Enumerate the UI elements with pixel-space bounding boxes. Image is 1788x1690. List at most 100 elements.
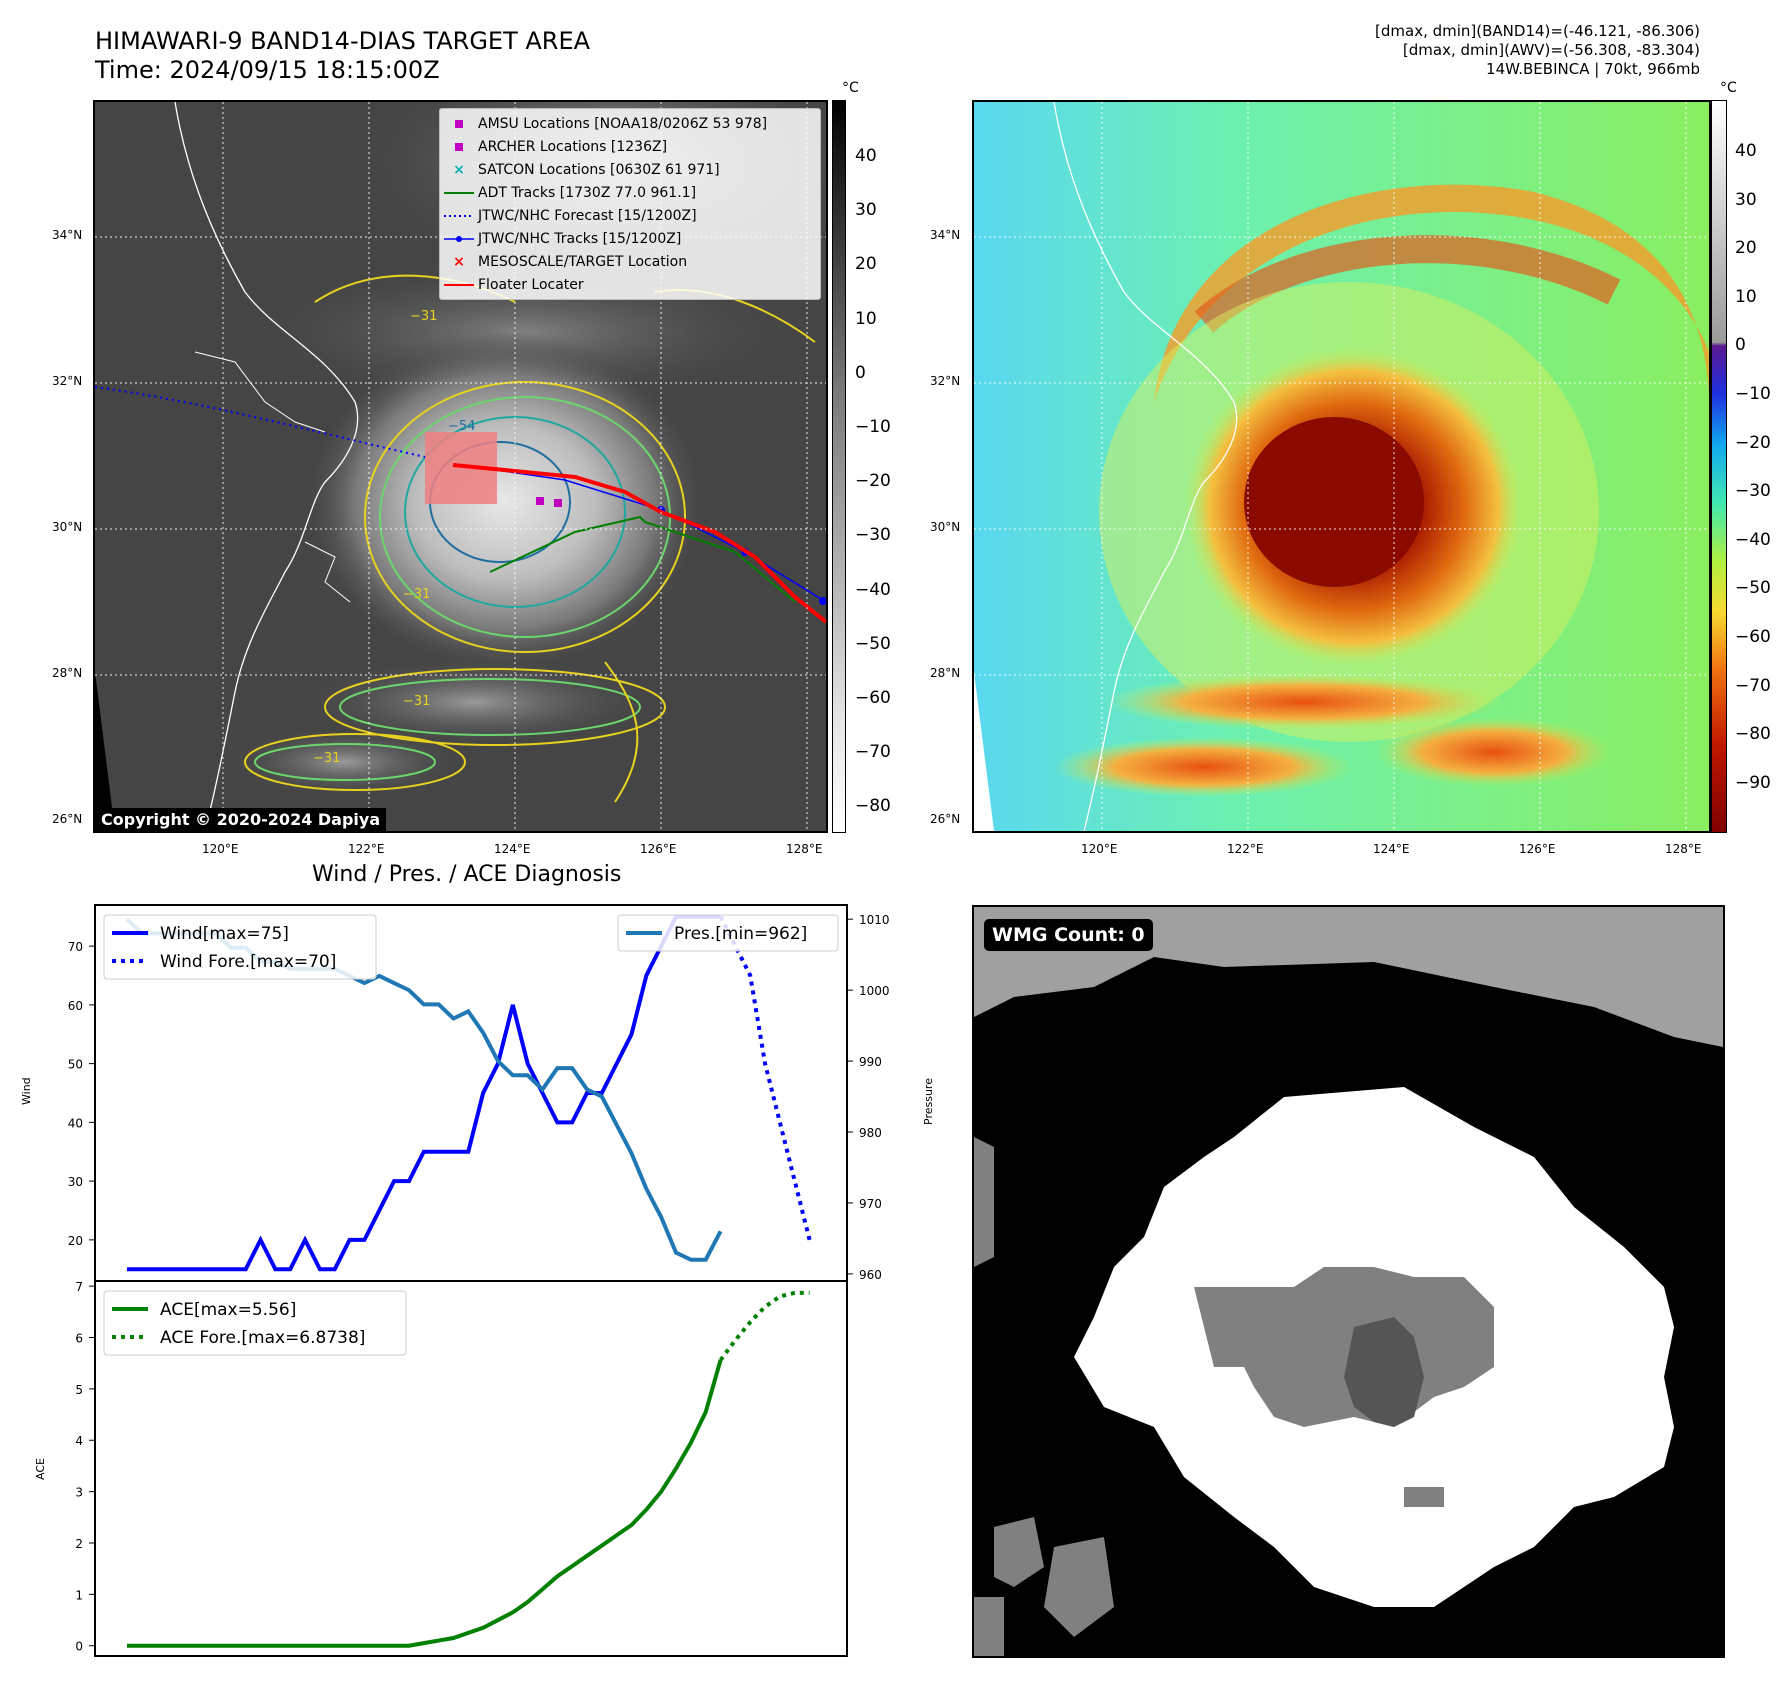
ace-tick-label: 3 [75, 1486, 83, 1500]
colorbar-tick-label: 20 [855, 254, 877, 275]
legend-item-target: × MESOSCALE/TARGET Location [440, 250, 820, 273]
wmg-image [974, 907, 1723, 1656]
pressure-tick-label: 1010 [859, 913, 890, 927]
wind-tick-label: 20 [68, 1234, 83, 1248]
legend-item-jtwc: JTWC/NHC Tracks [15/1200Z] [440, 227, 820, 250]
forecast-track [95, 386, 426, 458]
lon-label: 122°E [348, 842, 385, 856]
legend-item-floater: Floater Locater [440, 273, 820, 296]
lon-label: 128°E [1665, 842, 1702, 856]
color-map-panel [972, 100, 1711, 833]
lat-label: 34°N [52, 228, 83, 242]
stats-line-2: [dmax, dmin](AWV)=(-56.308, -83.304) [1402, 41, 1700, 59]
colorbar-tick-label: −10 [1735, 384, 1771, 404]
ace-legend-box [103, 1290, 407, 1356]
title-line-2: Time: 2024/09/15 18:15:00Z [95, 56, 440, 84]
amsu-marker [536, 497, 544, 505]
ace-tick-label: 6 [75, 1332, 83, 1346]
ir-map-legend: AMSU Locations [NOAA18/0206Z 53 978] ARC… [439, 108, 821, 300]
colorbar-tick-label: 30 [855, 200, 877, 221]
ir-map-panel: −31 −54 −31 −31 −31 AMSU Locations [NOAA… [93, 100, 828, 833]
coastline [1053, 102, 1238, 831]
colorbar-tick-label: −50 [855, 633, 891, 654]
color-gridlines [974, 102, 1709, 831]
stats-header: [dmax, dmin](BAND14)=(-46.121, -86.306) … [1375, 22, 1700, 79]
legend-item-amsu: AMSU Locations [NOAA18/0206Z 53 978] [440, 112, 820, 135]
legend-label: ACE Fore.[max=6.8738] [160, 1328, 365, 1348]
wmg-count-badge: WMG Count: 0 [984, 919, 1153, 951]
colorbar-tick-label: −80 [1735, 724, 1771, 745]
title-line-1: HIMAWARI-9 BAND14-DIAS TARGET AREA [95, 27, 591, 55]
square-marker-icon [455, 119, 463, 128]
colorbar-tick-label: −20 [1735, 432, 1771, 453]
coastline [174, 102, 359, 831]
legend-item-archer: ARCHER Locations [1236Z] [440, 135, 820, 158]
line-dot-icon [444, 235, 474, 242]
wind-tick-label: 50 [68, 1058, 83, 1072]
pressure-tick-label: 960 [859, 1268, 882, 1282]
colorbar-tick-label: −20 [855, 471, 891, 492]
lat-label: 28°N [52, 666, 83, 680]
colorbar-tick-label: 10 [1735, 286, 1757, 307]
colorbar-tick-label: −40 [1735, 529, 1771, 550]
lat-label: 28°N [930, 666, 961, 680]
solid-line-icon [444, 283, 474, 286]
ir-colorbar-unit: °C [842, 80, 859, 96]
pressure-tick-label: 1000 [859, 984, 890, 998]
color-map-image [974, 102, 1709, 831]
lon-label: 124°E [1373, 842, 1410, 856]
wind-legend-box [103, 914, 377, 980]
wind-tick-label: 40 [68, 1116, 83, 1130]
colorbar-tick-label: 10 [855, 308, 877, 329]
colorbar-tick-label: −10 [855, 417, 891, 437]
lon-label: 120°E [202, 842, 239, 856]
solid-line-icon [444, 191, 474, 194]
ace-tick-label: 0 [75, 1640, 83, 1654]
lat-label: 32°N [52, 374, 83, 388]
pressure-legend-box [617, 914, 839, 952]
lat-label: 30°N [930, 520, 961, 534]
copyright-badge: Copyright © 2020-2024 Dapiya [95, 808, 387, 831]
lat-label: 30°N [52, 520, 83, 534]
color-colorbar-unit: °C [1720, 80, 1737, 96]
colorbar-tick-label: −70 [855, 742, 891, 763]
colorbar-tick-label: 40 [855, 146, 877, 166]
pressure-tick-label: 970 [859, 1197, 882, 1211]
legend-label: Wind[max=75] [160, 924, 289, 944]
colorbar-tick-label: 20 [1735, 238, 1757, 259]
colorbar-tick-label: −30 [855, 525, 891, 546]
color-colorbar [1711, 100, 1727, 833]
ace-series-line [127, 1359, 723, 1648]
lon-label: 120°E [1081, 842, 1118, 856]
colorbar-tick-label: −50 [1735, 578, 1771, 599]
archer-marker [554, 499, 562, 507]
contour-label: −31 [403, 587, 430, 602]
dotted-line-icon [444, 214, 474, 217]
colorbar-tick-label: 40 [1735, 141, 1757, 161]
ace-tick-label: 5 [75, 1383, 83, 1397]
lon-label: 124°E [494, 842, 531, 856]
ace-tick-label: 4 [75, 1434, 83, 1448]
wind-tick-label: 30 [68, 1175, 83, 1189]
lat-label: 34°N [930, 228, 961, 242]
legend-label: ACE[max=5.56] [160, 1300, 296, 1320]
pressure-axis-label: Pressure [922, 1078, 935, 1125]
ace-tick-label: 1 [75, 1588, 83, 1602]
diagnosis-title: Wind / Pres. / ACE Diagnosis [312, 862, 622, 887]
stats-line-3: 14W.BEBINCA | 70kt, 966mb [1486, 60, 1700, 78]
contour-label: −31 [410, 309, 437, 324]
colorbar-tick-label: −90 [1735, 772, 1771, 793]
ace-tick-label: 7 [75, 1280, 83, 1294]
legend-item-satcon: × SATCON Locations [0630Z 61 971] [440, 158, 820, 181]
colorbar-tick-label: −60 [1735, 627, 1771, 647]
stats-line-1: [dmax, dmin](BAND14)=(-46.121, -86.306) [1375, 22, 1700, 40]
diagnosis-chart: 20 30 40 50 60 70 960 970 980 990 1000 1010 0 1 2 3 4 5 6 7… [68, 904, 890, 1657]
colorbar-tick-label: −80 [855, 796, 891, 817]
contour-label: −31 [403, 694, 430, 709]
lat-label: 26°N [52, 812, 83, 826]
wind-tick-label: 60 [68, 999, 83, 1013]
lon-label: 122°E [1227, 842, 1264, 856]
contour-label: −31 [313, 751, 340, 766]
pressure-tick-label: 990 [859, 1055, 882, 1069]
colorbar-tick-label: 0 [1735, 335, 1746, 356]
